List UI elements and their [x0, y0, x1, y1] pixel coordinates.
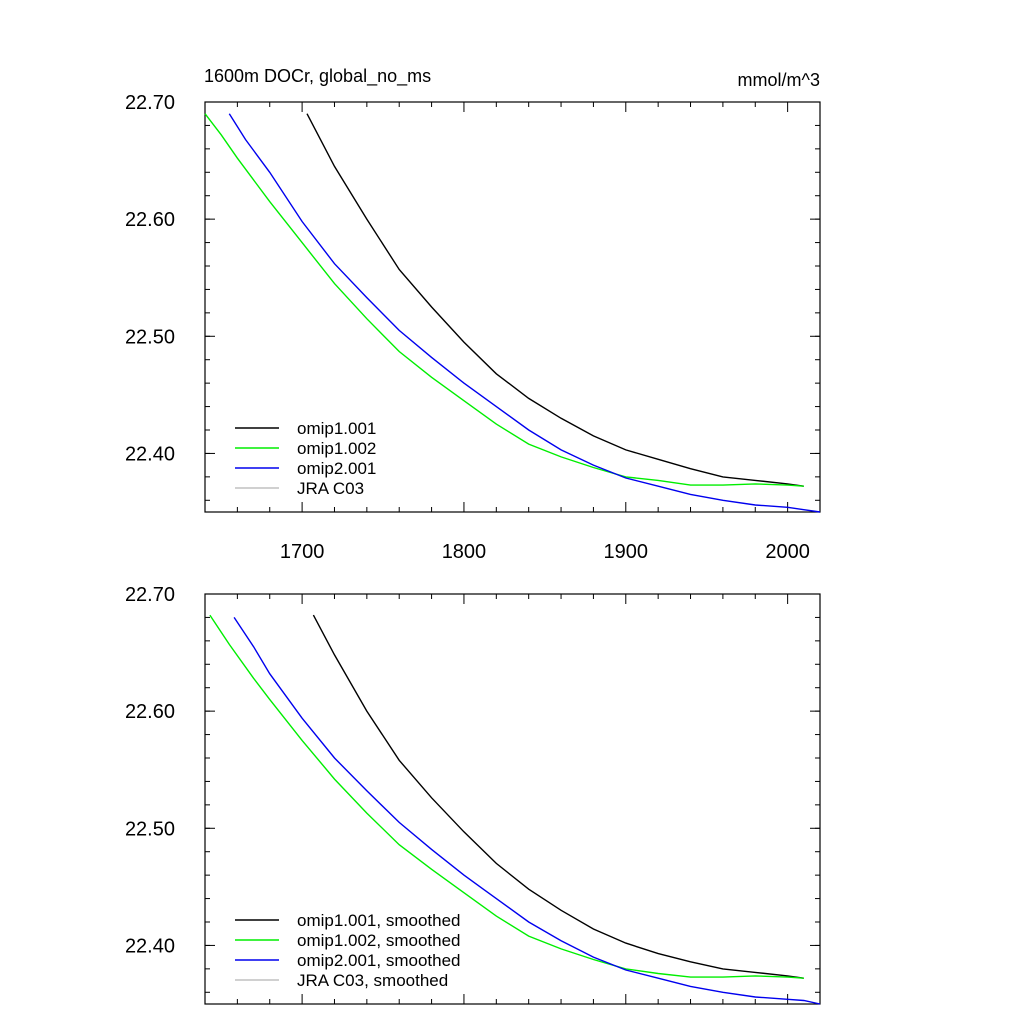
y-tick-label: 22.70 — [125, 584, 175, 606]
y-tick-label: 22.40 — [125, 443, 175, 465]
y-tick-label: 22.60 — [125, 701, 175, 723]
series-line — [312, 614, 804, 979]
series-line — [233, 617, 821, 1005]
units-label: mmol/m^3 — [738, 70, 820, 90]
legend-label: omip1.001 — [297, 419, 376, 438]
legend-label: omip1.002 — [297, 439, 376, 458]
x-tick-label: 1800 — [442, 541, 487, 563]
x-tick-label: 2000 — [765, 541, 810, 563]
y-tick-label: 22.70 — [125, 92, 175, 114]
x-tick-label: 1700 — [280, 541, 325, 563]
chart-title: 1600m DOCr, global_no_ms — [204, 66, 431, 87]
panel-top: 1700 1800 1900 2000 22.40 22.50 22.60 22.70 omip… — [125, 92, 821, 563]
legend-label: omip1.001, smoothed — [297, 911, 461, 930]
series-line — [306, 113, 804, 487]
y-tick-label: 22.50 — [125, 818, 175, 840]
series-line — [209, 614, 804, 979]
series-line — [228, 113, 821, 513]
x-tick-label: 1900 — [604, 541, 649, 563]
plot-frame — [204, 593, 821, 1005]
legend-label: omip1.002, smoothed — [297, 931, 461, 950]
y-tick-label: 22.50 — [125, 326, 175, 348]
y-tick-label: 22.40 — [125, 935, 175, 957]
series-line — [204, 113, 804, 487]
legend-label: JRA C03 — [297, 479, 364, 498]
plot-frame — [204, 101, 821, 513]
legend-label: omip2.001, smoothed — [297, 951, 461, 970]
legend-label: JRA C03, smoothed — [297, 971, 448, 990]
legend-label: omip2.001 — [297, 459, 376, 478]
y-tick-label: 22.60 — [125, 209, 175, 231]
